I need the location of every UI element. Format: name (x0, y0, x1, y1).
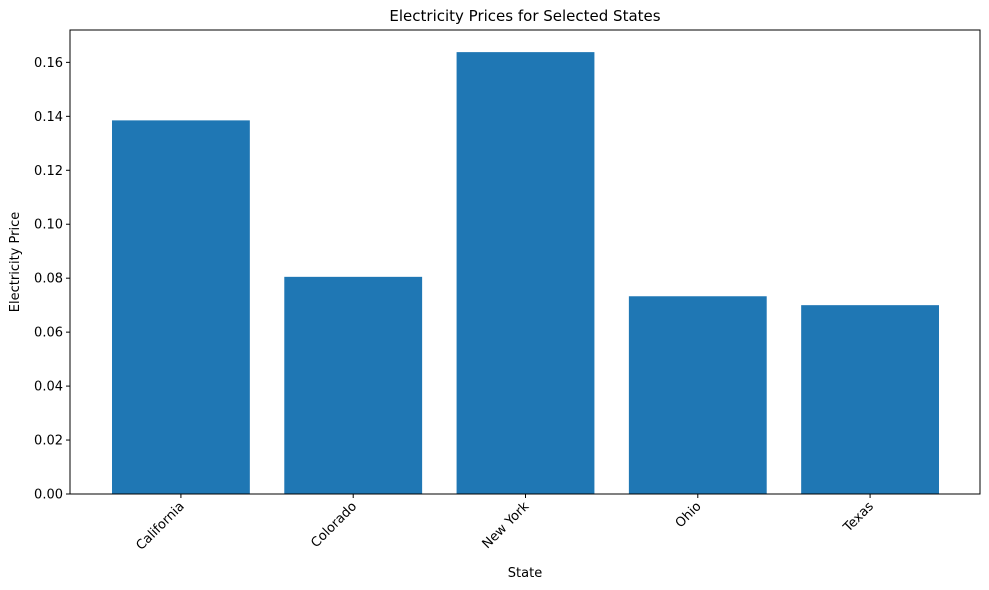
y-tick-label: 0.00 (34, 488, 63, 503)
x-axis: California Colorado New York Ohio Texas (133, 494, 877, 553)
x-tick-label: Ohio (673, 499, 705, 531)
plot-frame (69, 29, 981, 495)
x-axis-label: State (508, 566, 542, 581)
bar-ohio (628, 296, 767, 494)
bar-texas (801, 305, 939, 494)
y-tick-label: 0.14 (34, 110, 63, 125)
y-tick-label: 0.08 (34, 272, 63, 287)
bar-california (112, 120, 250, 494)
x-tick-label: California (133, 499, 187, 553)
y-axis-label: Electricity Price (8, 212, 23, 312)
y-tick-label: 0.16 (34, 56, 63, 71)
x-tick-label: Texas (840, 499, 877, 536)
y-tick-label: 0.10 (34, 218, 63, 233)
bars-group (112, 52, 939, 494)
y-tick-label: 0.02 (34, 434, 63, 449)
bar-colorado (284, 276, 423, 494)
chart-title: Electricity Prices for Selected States (389, 7, 660, 25)
y-axis: 0.00 0.02 0.04 0.06 0.08 0.10 0.12 0.14 0.16 (34, 56, 70, 503)
x-tick-label: New York (480, 499, 533, 552)
y-tick-label: 0.06 (34, 326, 63, 341)
y-tick-label: 0.12 (34, 164, 63, 179)
x-tick-label: Colorado (308, 499, 360, 551)
bar-new-york (456, 52, 595, 494)
y-tick-label: 0.04 (34, 380, 63, 395)
